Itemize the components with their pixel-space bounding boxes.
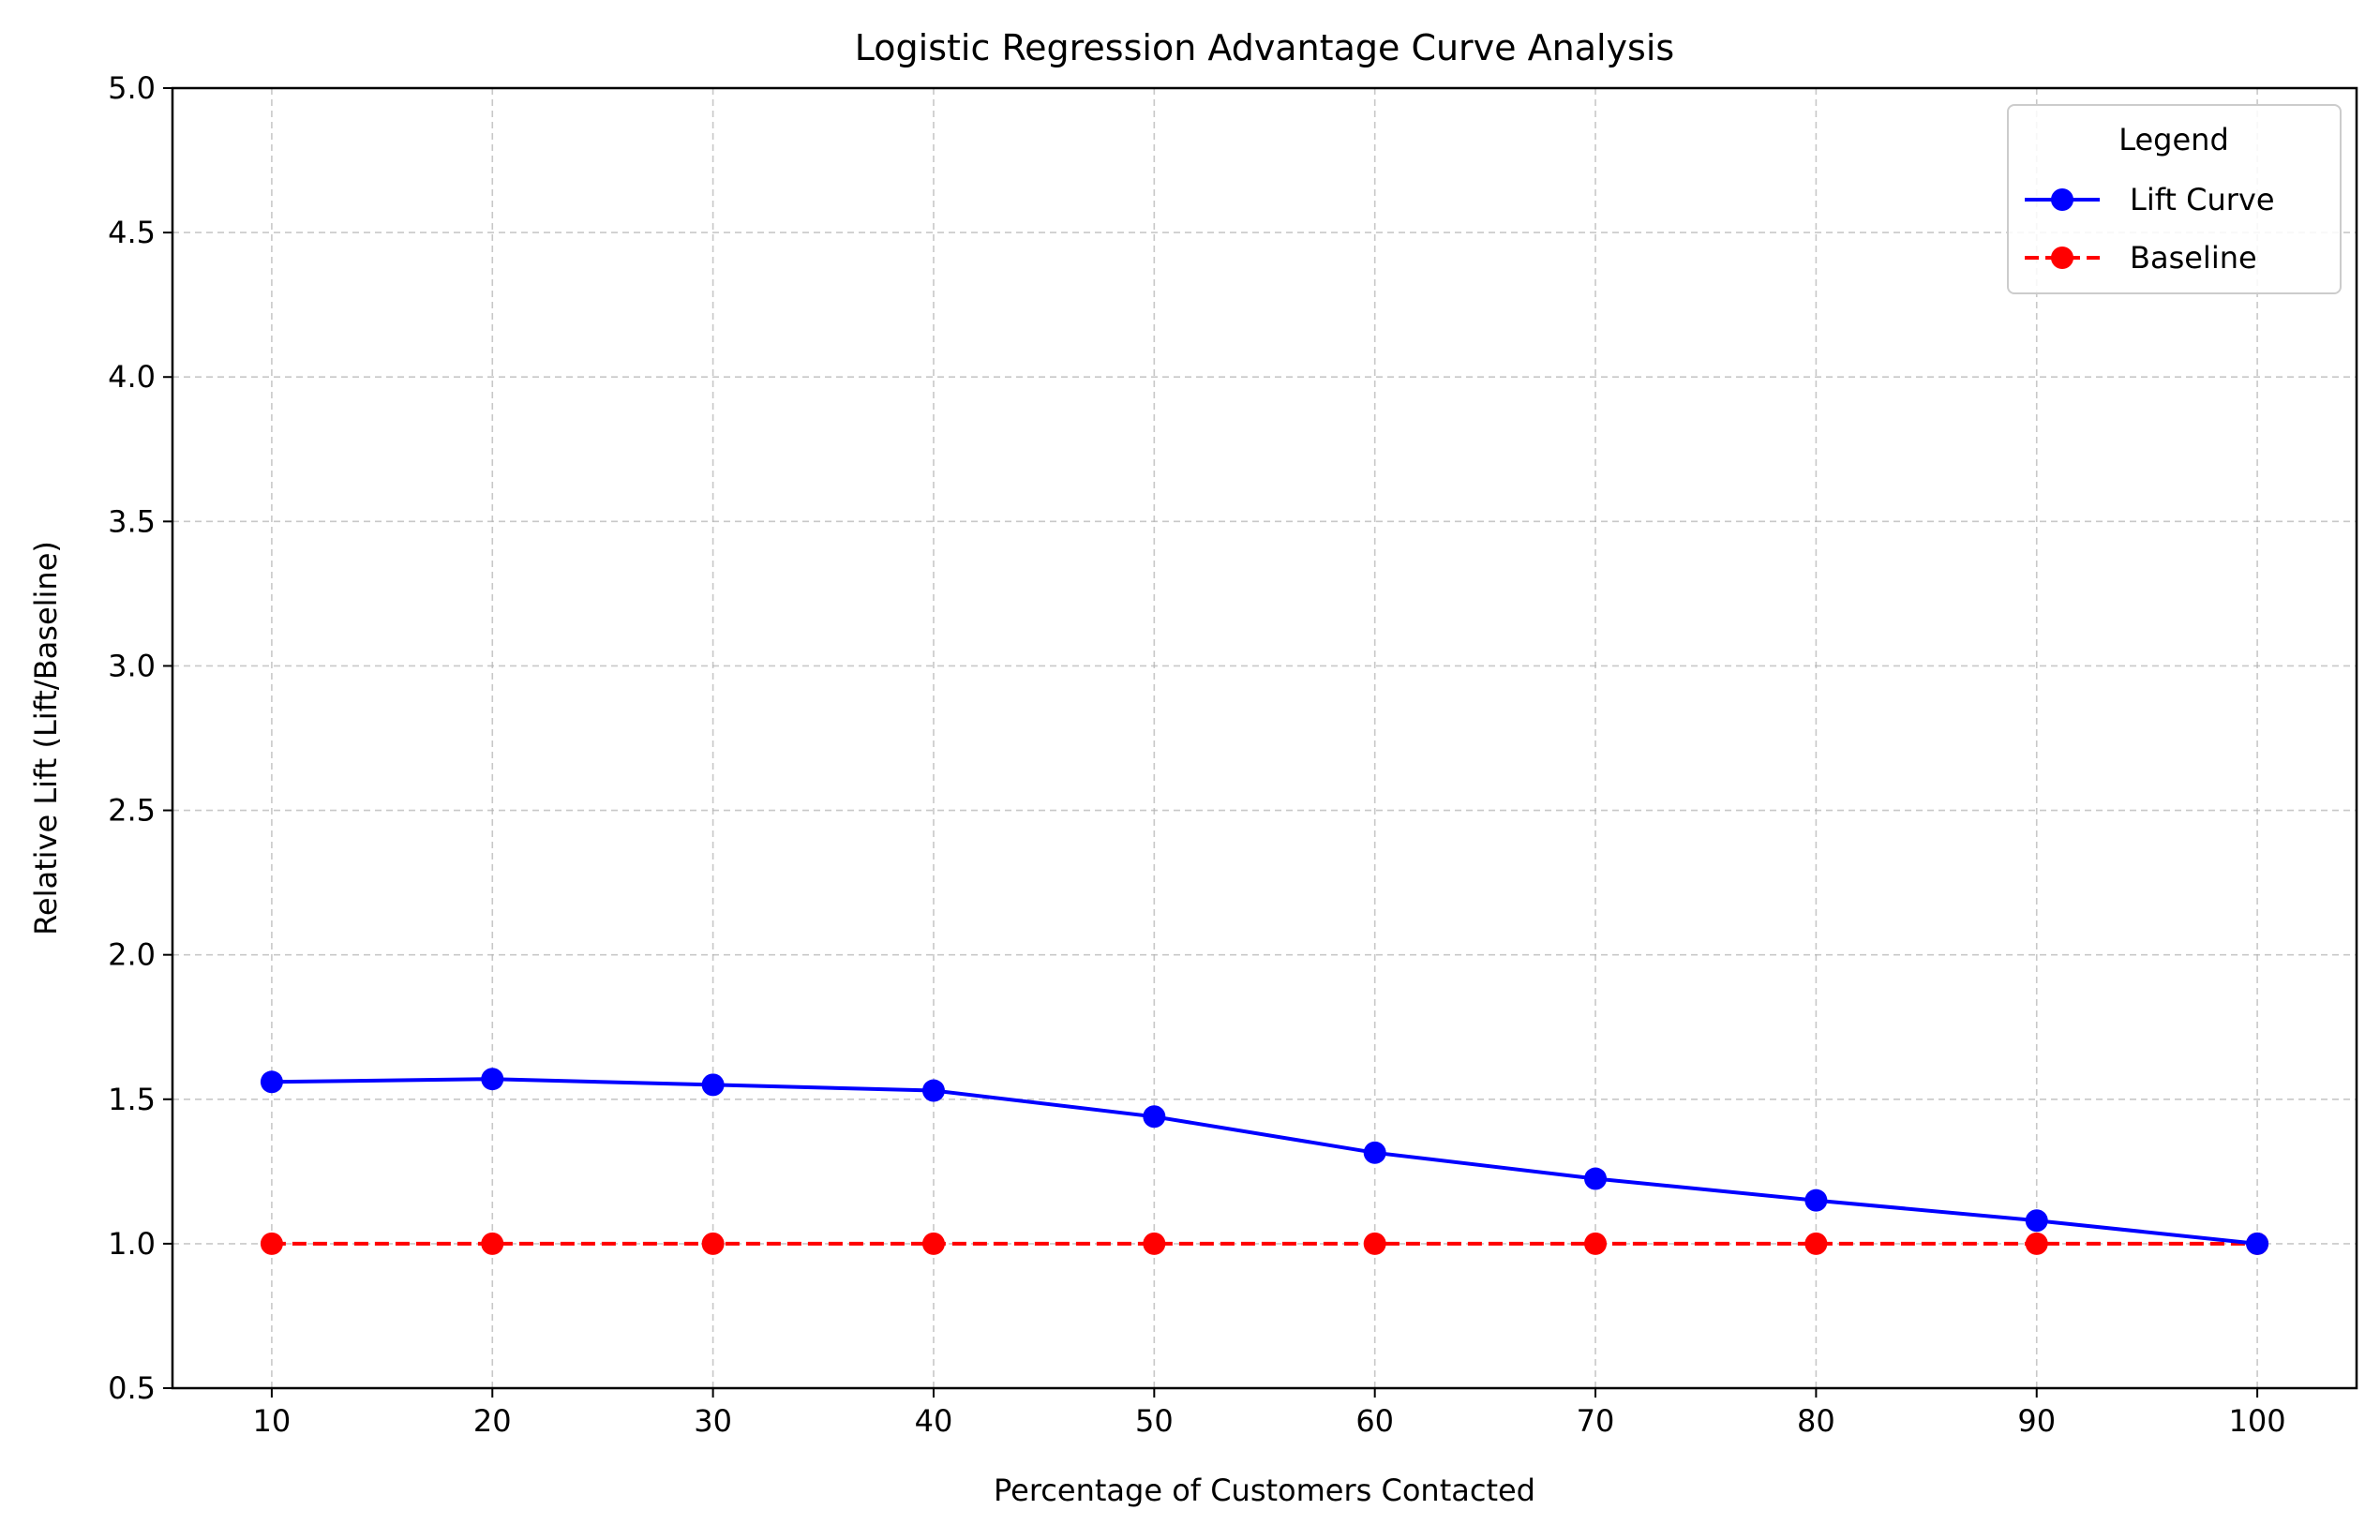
y-tick-label: 4.5 [108, 215, 156, 250]
legend-entry: Baseline [2025, 240, 2257, 276]
legend-entries: Lift Curve Baseline [2025, 182, 2275, 276]
y-tick-label: 0.5 [108, 1370, 156, 1406]
axis-ticks: 10 20 30 40 50 60 70 80 90 100 0.5 1.0 1.5 2.0 2.5 3.0 3… [108, 70, 2286, 1439]
legend-marker-swatch [2051, 188, 2073, 211]
chart-title: Logistic Regression Advantage Curve Anal… [855, 27, 1674, 68]
data-point [701, 1232, 725, 1255]
data-point [2025, 1232, 2048, 1255]
data-point [921, 1079, 945, 1102]
series-baseline [260, 1232, 2269, 1255]
series-line [271, 1077, 2258, 1246]
x-tick-label: 60 [1355, 1403, 1394, 1439]
legend-label: Baseline [2130, 240, 2257, 276]
data-point [1363, 1141, 1386, 1164]
x-tick-label: 10 [253, 1403, 292, 1439]
y-tick-label: 5.0 [108, 70, 156, 106]
data-point [1584, 1232, 1608, 1255]
y-axis-title: Relative Lift (Lift/Baseline) [28, 541, 64, 935]
plot-frame [171, 86, 2358, 1390]
legend-label: Lift Curve [2130, 182, 2275, 217]
x-axis-title: Percentage of Customers Contacted [994, 1473, 1535, 1508]
x-tick-label: 90 [2017, 1403, 2056, 1439]
series-layer [260, 1068, 2269, 1255]
legend-title: Legend [2118, 122, 2229, 157]
data-point [260, 1070, 283, 1094]
x-tick-label: 100 [2229, 1403, 2286, 1439]
y-tick-label: 4.0 [108, 359, 156, 395]
legend-marker-swatch [2051, 247, 2073, 269]
legend-entry: Lift Curve [2025, 182, 2275, 217]
x-tick-label: 30 [694, 1403, 732, 1439]
y-tick-label: 1.5 [108, 1082, 156, 1117]
data-point [481, 1068, 504, 1091]
series-lift-curve [260, 1068, 2269, 1255]
data-point [2025, 1209, 2048, 1233]
data-point [481, 1232, 504, 1255]
data-point [921, 1232, 945, 1255]
data-point [1143, 1105, 1166, 1129]
y-tick-label: 3.5 [108, 503, 156, 539]
data-point [1363, 1232, 1386, 1255]
legend-box [2007, 104, 2342, 294]
data-point [701, 1073, 725, 1097]
x-tick-label: 20 [473, 1403, 512, 1439]
y-tick-label: 1.0 [108, 1226, 156, 1262]
x-tick-label: 50 [1135, 1403, 1174, 1439]
data-point [1804, 1189, 1828, 1212]
data-point [1804, 1232, 1828, 1255]
x-tick-label: 80 [1797, 1403, 1835, 1439]
data-point [1143, 1232, 1166, 1255]
y-tick-label: 3.0 [108, 648, 156, 683]
y-tick-label: 2.0 [108, 937, 156, 973]
x-tick-label: 40 [915, 1403, 953, 1439]
x-tick-label: 70 [1577, 1403, 1615, 1439]
data-point [1584, 1167, 1608, 1190]
y-tick-label: 2.5 [108, 793, 156, 829]
legend: Legend Lift Curve Baseline [2007, 104, 2342, 294]
data-point [2246, 1232, 2269, 1255]
data-point [260, 1232, 283, 1255]
